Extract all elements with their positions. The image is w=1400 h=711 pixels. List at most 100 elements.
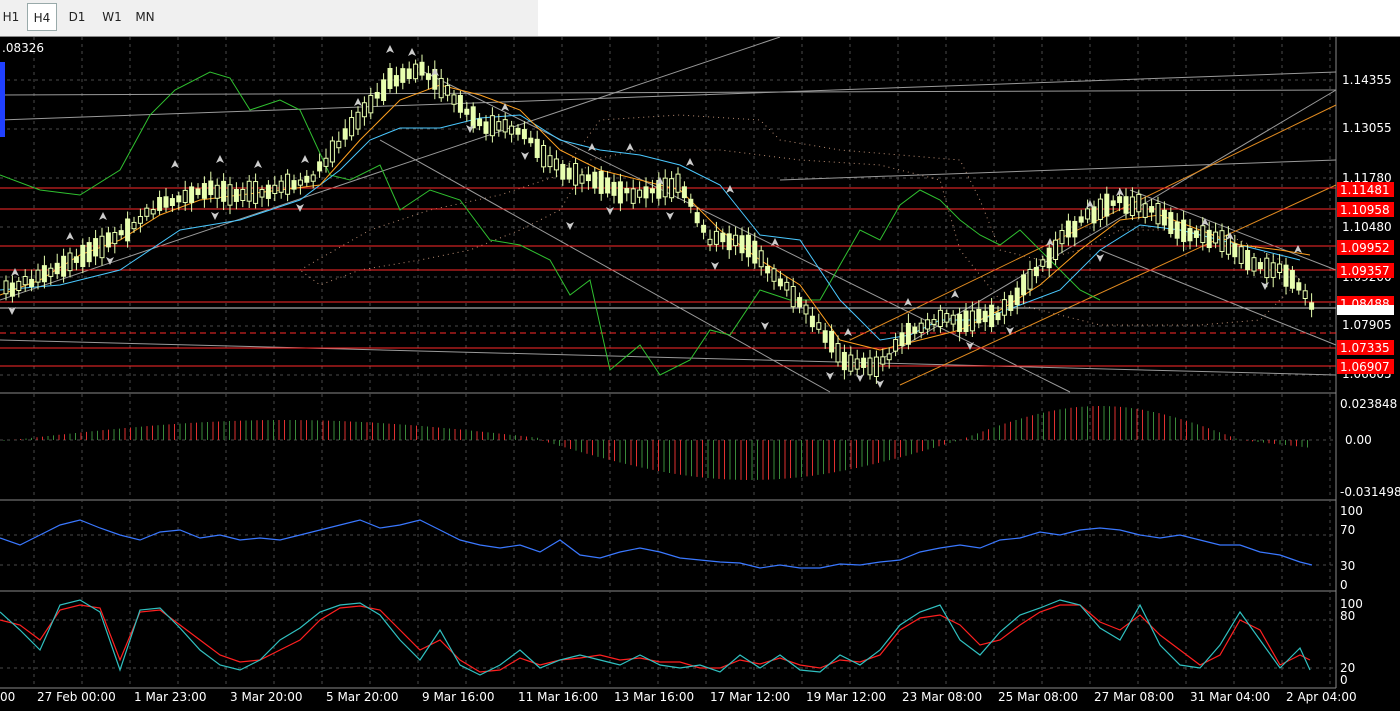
fractal-up-marker [1226,232,1234,240]
candle-body [573,163,579,186]
candle-body [803,304,809,315]
candle-body [566,167,572,180]
candle-body [515,127,521,135]
candle-body [1296,282,1302,291]
candle-body [272,184,278,194]
candle-body [521,129,527,140]
candle-body [1065,220,1071,238]
rsi-label: 0 [1340,578,1348,592]
candle-body [1161,209,1167,226]
candle-body [464,108,470,115]
candle-body [976,308,982,324]
candle-body [1264,257,1270,279]
fractal-up-marker [408,48,416,56]
fractal-up-marker [216,155,224,163]
candle-body [1117,196,1123,204]
candle-body [649,188,655,194]
candle-body [675,173,681,193]
candle-body [1302,290,1308,299]
candle-body [1123,196,1129,214]
candle-body [835,343,841,363]
timeframe-button-h4[interactable]: H4 [27,3,57,31]
candle-body [253,181,259,204]
candle-body [144,207,150,217]
fractal-up-marker [726,185,734,193]
candle-body [1021,274,1027,296]
candle-body [1008,295,1014,311]
candle-body [137,216,143,224]
fractal-up-marker [386,45,394,53]
timeframe-button-h1[interactable]: H1 [2,10,20,24]
candle-body [809,315,815,328]
candle-body [240,188,246,201]
macd-histogram [3,406,1308,480]
candle-body [534,138,540,158]
candle-body [169,198,175,207]
fractal-up-marker [354,98,362,106]
candle-body [790,285,796,308]
candle-body [1091,206,1097,224]
candle-body [931,319,937,325]
candle-body [617,181,623,204]
candle-body [336,140,342,149]
kijun-sen [0,114,1301,341]
fractal-down-marker [296,204,304,212]
candle-body [67,252,73,272]
candle-body [304,175,310,183]
candle-body [457,95,463,113]
candle-body [752,240,758,264]
candle-body [937,309,943,327]
candle-body [1040,259,1046,267]
timeframe-button-w1[interactable]: W1 [102,10,122,24]
candle-body [1097,198,1103,220]
candle-body [157,197,163,211]
timeframe-button-d1[interactable]: D1 [68,10,86,24]
candle-body [1142,203,1148,218]
toolbar-strip [0,0,538,36]
fractal-up-marker [1201,218,1209,226]
fractal-up-marker [686,158,694,166]
candle-body [112,232,118,245]
fractal-up-marker [904,298,912,306]
candle-body [1014,287,1020,306]
candle-body [707,238,713,246]
chart-area[interactable]: 1.14355 1.13055 1.11780 1.10480 1.09200 … [0,36,1400,707]
candle-body [726,233,732,251]
price-axis: 1.14355 1.13055 1.11780 1.10480 1.09200 … [1342,73,1392,381]
fractal-up-marker [656,177,664,185]
candle-body [733,234,739,247]
candle-body [1251,257,1257,272]
fractal-up-marker [301,155,309,163]
level-tag-text: 1.09952 [1340,241,1390,255]
price-label: 1.07905 [1342,318,1392,332]
level-tag [1337,202,1394,217]
time-label: 23 Mar 08:00 [902,690,982,704]
candle-body [3,280,9,295]
level-tag-text: 1.09357 [1340,264,1390,278]
candle-body [912,326,918,334]
candle-body [880,356,886,365]
toolbar-empty-area [538,0,1400,36]
candle-body [176,195,182,203]
candle-body [214,184,220,199]
candle-body [848,354,854,372]
candle-body [349,117,355,137]
candle-body [342,128,348,140]
timeframe-button-mn[interactable]: MN [135,10,155,24]
candle-body [598,170,604,194]
candle-body [1187,227,1193,242]
candle-body [201,183,207,199]
candle-body [1046,247,1052,269]
candle-body [150,209,156,215]
candle-body [285,173,291,195]
candle-body [1257,262,1263,270]
candle-body [381,79,387,102]
level-tag-text: 1.11481 [1340,183,1390,197]
candle-body [355,111,361,130]
chart-svg[interactable]: 1.14355 1.13055 1.11780 1.10480 1.09200 … [0,36,1400,707]
fractal-down-marker [211,212,219,220]
candle-body [765,265,771,274]
candle-body [944,313,950,323]
candle-body [93,238,99,257]
fractal-up-marker [431,68,439,76]
